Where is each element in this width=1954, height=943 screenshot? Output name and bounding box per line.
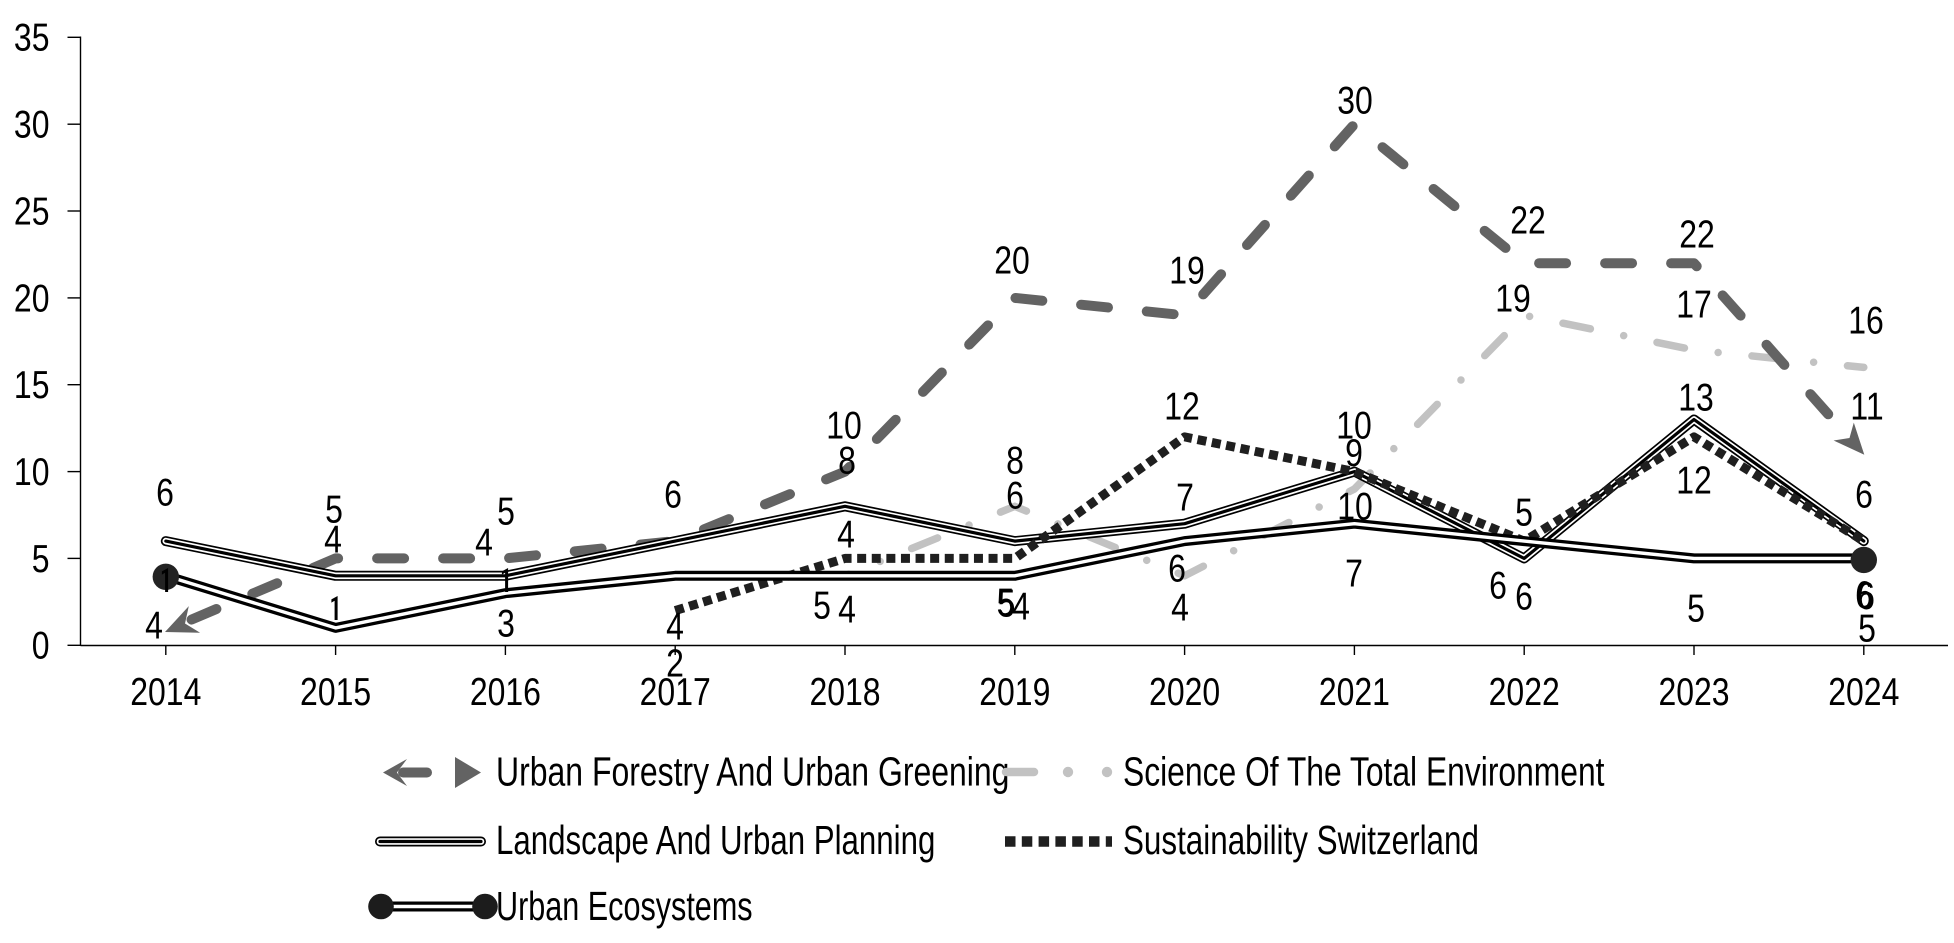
svg-text:7: 7 xyxy=(1345,551,1363,595)
svg-text:2019: 2019 xyxy=(979,670,1050,714)
svg-text:6: 6 xyxy=(1168,546,1186,590)
svg-text:Landscape And Urban Planning: Landscape And Urban Planning xyxy=(496,817,935,863)
svg-text:2023: 2023 xyxy=(1658,670,1729,714)
svg-text:4: 4 xyxy=(837,512,855,556)
svg-text:7: 7 xyxy=(1176,475,1194,519)
svg-text:10: 10 xyxy=(1336,403,1372,447)
svg-text:3: 3 xyxy=(497,601,515,645)
svg-text:Urban Forestry And Urban Green: Urban Forestry And Urban Greening xyxy=(496,749,1009,795)
svg-text:2017: 2017 xyxy=(640,670,711,714)
svg-text:13: 13 xyxy=(1678,375,1714,419)
svg-text:4: 4 xyxy=(145,603,163,647)
svg-text:2021: 2021 xyxy=(1319,670,1390,714)
svg-text:2016: 2016 xyxy=(470,670,541,714)
svg-text:6: 6 xyxy=(1006,473,1024,517)
svg-text:12: 12 xyxy=(1164,384,1200,428)
svg-text:6: 6 xyxy=(156,470,174,514)
svg-text:19: 19 xyxy=(1169,248,1205,292)
svg-text:2020: 2020 xyxy=(1149,670,1220,714)
svg-text:5: 5 xyxy=(1515,490,1533,534)
svg-text:5: 5 xyxy=(325,487,343,531)
svg-text:19: 19 xyxy=(1495,276,1531,320)
svg-text:17: 17 xyxy=(1676,282,1712,326)
svg-text:4: 4 xyxy=(666,604,684,648)
svg-text:4: 4 xyxy=(1171,585,1189,629)
svg-text:2022: 2022 xyxy=(1489,670,1560,714)
svg-text:35: 35 xyxy=(14,16,50,60)
svg-text:25: 25 xyxy=(14,189,50,233)
svg-text:6: 6 xyxy=(1855,472,1873,516)
svg-text:10: 10 xyxy=(1337,484,1373,528)
svg-text:8: 8 xyxy=(1006,438,1024,482)
svg-text:15: 15 xyxy=(14,363,50,407)
svg-text:5: 5 xyxy=(497,489,515,533)
svg-text:30: 30 xyxy=(1337,78,1373,122)
svg-text:2018: 2018 xyxy=(809,670,880,714)
svg-text:5: 5 xyxy=(1687,586,1705,630)
svg-text:4: 4 xyxy=(475,520,493,564)
svg-text:5: 5 xyxy=(32,537,50,581)
svg-text:30: 30 xyxy=(14,103,50,147)
svg-text:2024: 2024 xyxy=(1828,670,1899,714)
svg-text:6: 6 xyxy=(664,472,682,516)
svg-text:2015: 2015 xyxy=(300,670,371,714)
svg-text:11: 11 xyxy=(1850,384,1883,428)
svg-text:5: 5 xyxy=(1858,606,1876,650)
svg-text:12: 12 xyxy=(1676,458,1712,502)
svg-text:5: 5 xyxy=(998,581,1016,625)
svg-text:20: 20 xyxy=(14,276,50,320)
svg-text:9: 9 xyxy=(1345,431,1363,475)
svg-text:8: 8 xyxy=(838,438,856,482)
svg-text:6: 6 xyxy=(1489,563,1507,607)
svg-text:20: 20 xyxy=(994,238,1030,282)
svg-text:4: 4 xyxy=(1012,584,1030,628)
svg-text:Sustainability Switzerland: Sustainability Switzerland xyxy=(1123,817,1479,863)
svg-text:5: 5 xyxy=(997,580,1015,624)
svg-text:5: 5 xyxy=(813,583,831,627)
svg-text:6: 6 xyxy=(1515,574,1533,618)
svg-text:6: 6 xyxy=(1855,573,1873,617)
svg-text:0: 0 xyxy=(32,624,50,668)
svg-text:4: 4 xyxy=(324,517,342,561)
svg-text:10: 10 xyxy=(826,403,862,447)
svg-text:22: 22 xyxy=(1510,198,1546,242)
svg-text:10: 10 xyxy=(14,450,50,494)
svg-text:Urban Ecosystems: Urban Ecosystems xyxy=(496,883,753,929)
svg-text:6: 6 xyxy=(1857,574,1875,618)
svg-text:2: 2 xyxy=(666,641,684,685)
svg-text:2014: 2014 xyxy=(130,670,201,714)
svg-text:Science Of The Total Environme: Science Of The Total Environment xyxy=(1123,749,1605,795)
svg-text:4: 4 xyxy=(838,587,856,631)
svg-text:16: 16 xyxy=(1848,298,1884,342)
svg-text:22: 22 xyxy=(1679,212,1715,256)
